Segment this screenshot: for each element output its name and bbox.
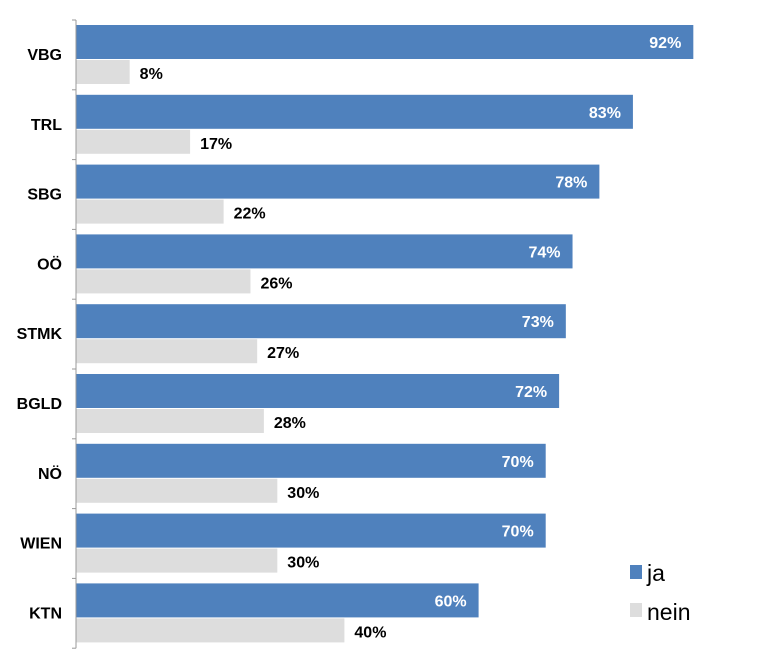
- bar-nein-WIEN: [76, 548, 278, 573]
- data-label-nein-VBG: 8%: [140, 66, 163, 83]
- category-label-STMK: STMK: [17, 326, 63, 343]
- category-label-SBG: SBG: [27, 187, 62, 204]
- bar-ja-OÖ: [76, 234, 573, 269]
- category-label-NÖ: NÖ: [38, 464, 62, 483]
- data-label-ja-STMK: 73%: [522, 314, 554, 331]
- bar-nein-VBG: [76, 60, 130, 84]
- bar-nein-BGLD: [76, 409, 264, 433]
- data-label-nein-TRL: 17%: [200, 136, 232, 153]
- bar-ja-TRL: [76, 94, 633, 129]
- bar-ja-BGLD: [76, 374, 560, 408]
- data-label-ja-NÖ: 70%: [502, 454, 534, 471]
- category-label-OÖ: OÖ: [37, 254, 62, 273]
- data-label-ja-TRL: 83%: [589, 105, 621, 122]
- data-label-ja-VBG: 92%: [649, 35, 681, 52]
- category-label-KTN: KTN: [29, 605, 62, 622]
- bar-ja-STMK: [76, 304, 566, 339]
- data-label-nein-OÖ: 26%: [260, 275, 292, 292]
- data-label-nein-BGLD: 28%: [274, 415, 306, 432]
- legend: ja nein: [630, 560, 690, 625]
- data-label-ja-OÖ: 74%: [529, 244, 561, 261]
- data-label-nein-WIEN: 30%: [287, 555, 319, 572]
- bar-ja-SBG: [76, 164, 600, 199]
- bar-ja-NÖ: [76, 443, 546, 478]
- category-label-BGLD: BGLD: [17, 396, 62, 413]
- data-label-nein-NÖ: 30%: [287, 485, 319, 502]
- data-label-nein-STMK: 27%: [267, 345, 299, 362]
- data-label-nein-KTN: 40%: [354, 624, 386, 641]
- bar-nein-STMK: [76, 339, 258, 364]
- legend-label-ja: ja: [646, 560, 665, 586]
- category-label-TRL: TRL: [31, 117, 62, 134]
- data-label-ja-KTN: 60%: [435, 593, 467, 610]
- bar-ja-KTN: [76, 583, 479, 618]
- bar-nein-SBG: [76, 199, 224, 224]
- data-label-nein-SBG: 22%: [234, 206, 266, 223]
- category-label-WIEN: WIEN: [20, 536, 62, 553]
- bar-nein-OÖ: [76, 269, 251, 294]
- data-label-ja-WIEN: 70%: [502, 524, 534, 541]
- legend-label-nein: nein: [647, 599, 690, 625]
- bar-nein-TRL: [76, 129, 191, 154]
- bar-nein-NÖ: [76, 478, 278, 503]
- category-label-VBG: VBG: [27, 47, 62, 64]
- legend-swatch-ja: [630, 565, 642, 579]
- bar-nein-KTN: [76, 618, 345, 643]
- legend-swatch-nein: [630, 603, 642, 617]
- bars-layer: 92% 8% 83% 17% 78% 22% 74% 26% 73% 27% 72% 28% 70% 30…: [76, 25, 694, 643]
- category-axis: VBG TRL SBG OÖ STMK BGLD NÖ WIEN KTN: [17, 19, 77, 649]
- bar-ja-WIEN: [76, 513, 546, 548]
- data-label-ja-SBG: 78%: [555, 175, 587, 192]
- data-label-ja-BGLD: 72%: [515, 384, 547, 401]
- bar-ja-VBG: [76, 25, 694, 59]
